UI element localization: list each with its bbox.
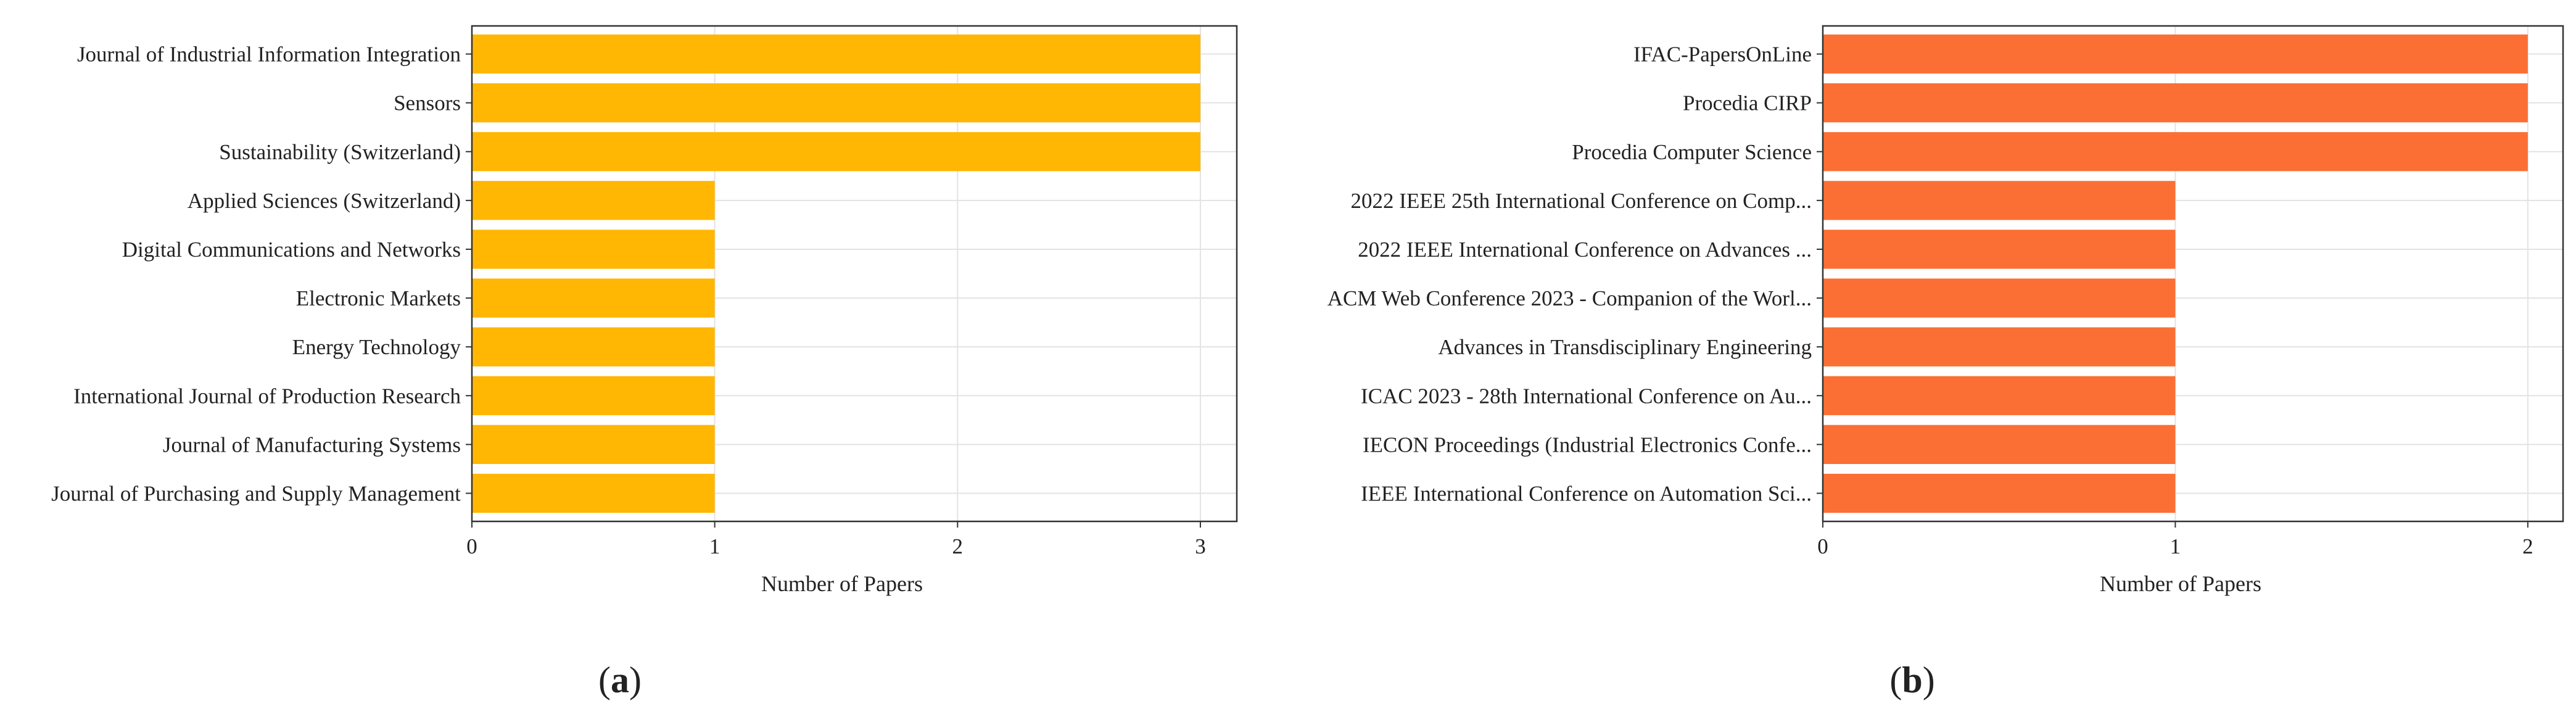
x-tick-label: 1 [2170, 534, 2181, 558]
bar [1823, 327, 2176, 367]
x-axis-title: Number of Papers [2100, 571, 2261, 596]
category-label: ICAC 2023 - 28th International Conferenc… [1361, 384, 1812, 408]
category-label: Sustainability (Switzerland) [219, 140, 461, 164]
bar [1823, 230, 2176, 269]
category-label: IEEE International Conference on Automat… [1361, 481, 1812, 505]
category-label: Journal of Industrial Information Integr… [77, 43, 461, 67]
bar [472, 278, 715, 318]
category-label: 2022 IEEE International Conference on Ad… [1358, 238, 1812, 262]
category-label: Journal of Purchasing and Supply Managem… [51, 481, 461, 505]
panel-caption: (a) [598, 660, 642, 700]
category-label: Procedia Computer Science [1572, 140, 1812, 164]
x-tick-label: 0 [1817, 534, 1828, 558]
bar [472, 83, 1200, 123]
x-tick-label: 3 [1195, 534, 1206, 558]
bar [472, 230, 715, 269]
category-label: Electronic Markets [296, 286, 461, 310]
category-label: Procedia CIRP [1683, 91, 1812, 115]
bar [1823, 181, 2176, 220]
bar [472, 132, 1200, 172]
bar [1823, 34, 2528, 74]
bar [1823, 132, 2528, 172]
x-tick-label: 1 [709, 534, 720, 558]
category-label: Sensors [394, 91, 461, 115]
category-label: IFAC-PapersOnLine [1633, 43, 1812, 67]
chart-panel-a: Journal of Industrial Information Integr… [51, 25, 1238, 700]
bar [472, 376, 715, 415]
category-label: International Journal of Production Rese… [73, 384, 461, 408]
plot-frame [471, 25, 1238, 523]
bar [472, 34, 1200, 74]
plot-frame [1822, 25, 2564, 523]
bar [1823, 425, 2176, 464]
bar [1823, 473, 2176, 513]
bar [472, 181, 715, 220]
bar [1823, 376, 2176, 415]
category-label: 2022 IEEE 25th International Conference … [1351, 189, 1812, 213]
panel-caption: (b) [1889, 660, 1934, 700]
bar [472, 327, 715, 367]
chart-panel-b: IFAC-PapersOnLine Procedia CIRP Procedia C… [1327, 25, 2564, 700]
bar [1823, 83, 2528, 123]
category-label: Journal of Manufacturing Systems [163, 433, 461, 457]
category-label: IECON Proceedings (Industrial Electronic… [1363, 433, 1812, 457]
x-tick-label: 2 [952, 534, 964, 558]
x-axis-title: Number of Papers [761, 571, 923, 596]
bar [472, 473, 715, 513]
bar [1823, 278, 2176, 318]
category-label: Advances in Transdisciplinary Engineerin… [1438, 335, 1812, 359]
x-tick-label: 0 [466, 534, 477, 558]
category-label: Applied Sciences (Switzerland) [188, 189, 461, 213]
category-label: ACM Web Conference 2023 - Companion of t… [1327, 286, 1812, 310]
x-tick-label: 2 [2522, 534, 2533, 558]
bar [472, 425, 715, 464]
category-label: Digital Communications and Networks [122, 238, 461, 262]
category-label: Energy Technology [292, 335, 461, 359]
